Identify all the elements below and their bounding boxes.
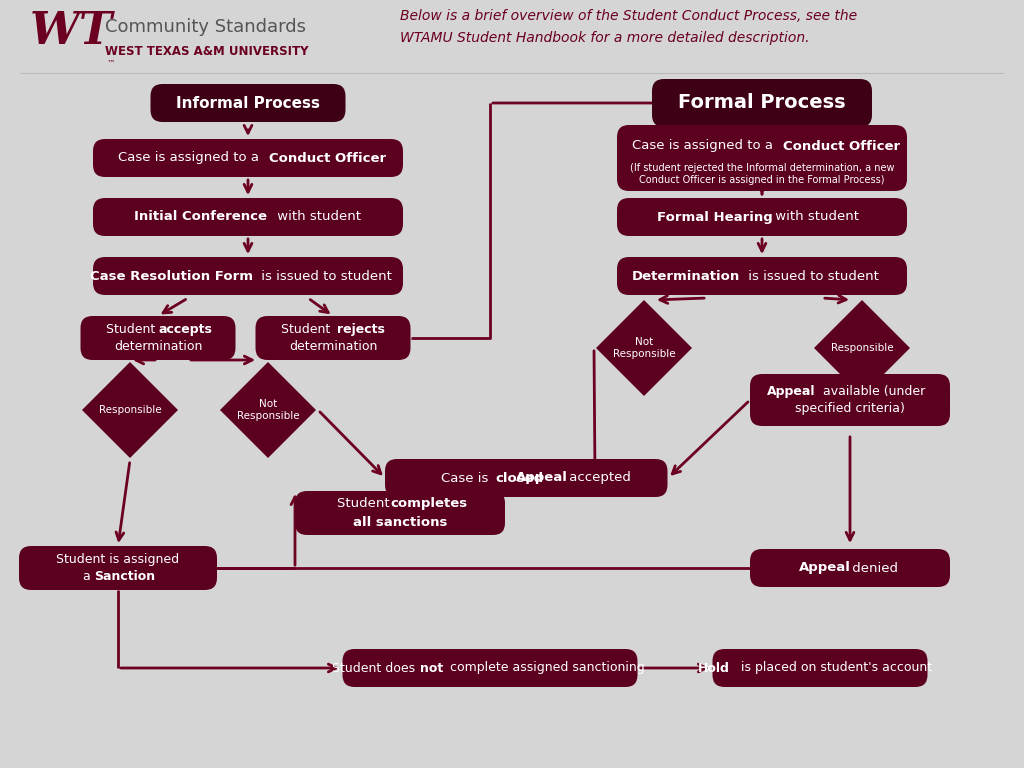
Text: (If student rejected the Informal determination, a new: (If student rejected the Informal determ…	[630, 163, 894, 173]
Text: determination: determination	[114, 340, 202, 353]
Polygon shape	[82, 362, 178, 458]
FancyBboxPatch shape	[81, 316, 236, 360]
Text: denied: denied	[848, 561, 898, 574]
Text: with student: with student	[771, 210, 859, 223]
Text: Formal Hearing: Formal Hearing	[657, 210, 773, 223]
Text: accepted: accepted	[565, 472, 631, 485]
FancyBboxPatch shape	[93, 257, 403, 295]
Polygon shape	[596, 300, 692, 396]
FancyBboxPatch shape	[93, 198, 403, 236]
Text: rejects: rejects	[337, 323, 384, 336]
Text: Student: Student	[337, 497, 394, 510]
Text: Appeal: Appeal	[799, 561, 851, 574]
Text: available (under: available (under	[818, 385, 925, 398]
Text: Conduct Officer: Conduct Officer	[269, 151, 386, 164]
Text: Case is assigned to a: Case is assigned to a	[118, 151, 263, 164]
Text: with student: with student	[272, 210, 360, 223]
Text: Student: Student	[282, 323, 335, 336]
Text: Conduct Officer is assigned in the Formal Process): Conduct Officer is assigned in the Forma…	[639, 175, 885, 185]
Text: Student is assigned: Student is assigned	[56, 553, 179, 566]
Text: Initial Conference: Initial Conference	[134, 210, 267, 223]
FancyBboxPatch shape	[19, 546, 217, 590]
FancyBboxPatch shape	[617, 125, 907, 191]
FancyBboxPatch shape	[482, 459, 668, 497]
Text: specified criteria): specified criteria)	[795, 402, 905, 415]
Text: WEST TEXAS A&M UNIVERSITY: WEST TEXAS A&M UNIVERSITY	[105, 45, 308, 58]
FancyBboxPatch shape	[295, 491, 505, 535]
Text: Case is: Case is	[441, 472, 493, 485]
Text: Appeal: Appeal	[516, 472, 568, 485]
Text: Responsible: Responsible	[830, 343, 893, 353]
Text: Student: Student	[106, 323, 160, 336]
Text: Responsible: Responsible	[98, 405, 162, 415]
Text: Appeal: Appeal	[767, 385, 816, 398]
Text: Not
Responsible: Not Responsible	[612, 337, 675, 359]
Text: Not
Responsible: Not Responsible	[237, 399, 299, 421]
Text: is placed on student's account: is placed on student's account	[737, 661, 932, 674]
Text: Student does: Student does	[333, 661, 420, 674]
FancyBboxPatch shape	[151, 84, 345, 122]
Text: Community Standards: Community Standards	[105, 18, 306, 36]
Text: determination: determination	[289, 340, 377, 353]
Text: all sanctions: all sanctions	[353, 516, 447, 528]
FancyBboxPatch shape	[750, 374, 950, 426]
FancyBboxPatch shape	[617, 198, 907, 236]
FancyBboxPatch shape	[617, 257, 907, 295]
Text: Case Resolution Form: Case Resolution Form	[90, 270, 253, 283]
Text: accepts: accepts	[159, 323, 212, 336]
Text: WT: WT	[30, 10, 113, 53]
Text: Informal Process: Informal Process	[176, 95, 319, 111]
Polygon shape	[220, 362, 316, 458]
Text: WTAMU Student Handbook for a more detailed description.: WTAMU Student Handbook for a more detail…	[400, 31, 810, 45]
Text: closed: closed	[495, 472, 543, 485]
FancyBboxPatch shape	[385, 459, 595, 497]
Text: a: a	[83, 571, 95, 583]
FancyBboxPatch shape	[750, 549, 950, 587]
Text: Sanction: Sanction	[94, 571, 156, 583]
Text: Below is a brief overview of the Student Conduct Process, see the: Below is a brief overview of the Student…	[400, 9, 857, 23]
FancyBboxPatch shape	[256, 316, 411, 360]
Text: completes: completes	[390, 497, 468, 510]
Text: Determination: Determination	[632, 270, 740, 283]
Text: Formal Process: Formal Process	[678, 94, 846, 112]
Text: complete assigned sanctioning: complete assigned sanctioning	[446, 661, 645, 674]
FancyBboxPatch shape	[93, 139, 403, 177]
Text: ™: ™	[106, 59, 116, 68]
Text: Case is assigned to a: Case is assigned to a	[632, 140, 777, 153]
Text: Hold: Hold	[697, 661, 729, 674]
Text: Conduct Officer: Conduct Officer	[783, 140, 900, 153]
FancyBboxPatch shape	[652, 79, 872, 127]
Text: is issued to student: is issued to student	[744, 270, 879, 283]
Text: not: not	[420, 661, 443, 674]
Polygon shape	[814, 300, 910, 396]
Text: is issued to student: is issued to student	[257, 270, 391, 283]
FancyBboxPatch shape	[713, 649, 928, 687]
FancyBboxPatch shape	[342, 649, 638, 687]
